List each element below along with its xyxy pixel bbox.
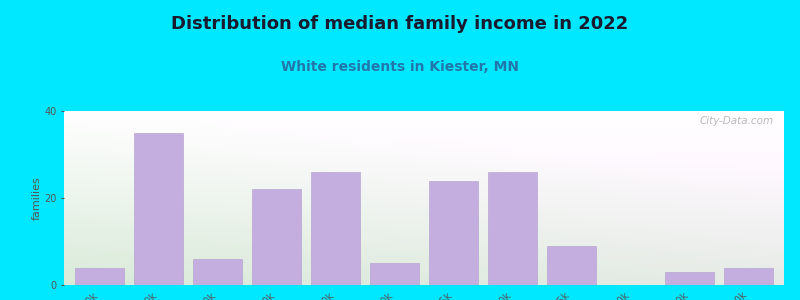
Bar bbox=[370, 263, 418, 285]
Text: Distribution of median family income in 2022: Distribution of median family income in … bbox=[171, 15, 629, 33]
Text: City-Data.com: City-Data.com bbox=[699, 116, 773, 126]
Bar bbox=[311, 172, 360, 285]
Bar bbox=[724, 268, 773, 285]
Bar bbox=[194, 259, 242, 285]
Bar bbox=[75, 268, 124, 285]
Bar bbox=[430, 181, 478, 285]
Y-axis label: families: families bbox=[31, 176, 42, 220]
Bar bbox=[666, 272, 714, 285]
Bar bbox=[488, 172, 537, 285]
Bar bbox=[547, 246, 596, 285]
Bar bbox=[134, 133, 182, 285]
Text: White residents in Kiester, MN: White residents in Kiester, MN bbox=[281, 60, 519, 74]
Bar bbox=[252, 189, 301, 285]
